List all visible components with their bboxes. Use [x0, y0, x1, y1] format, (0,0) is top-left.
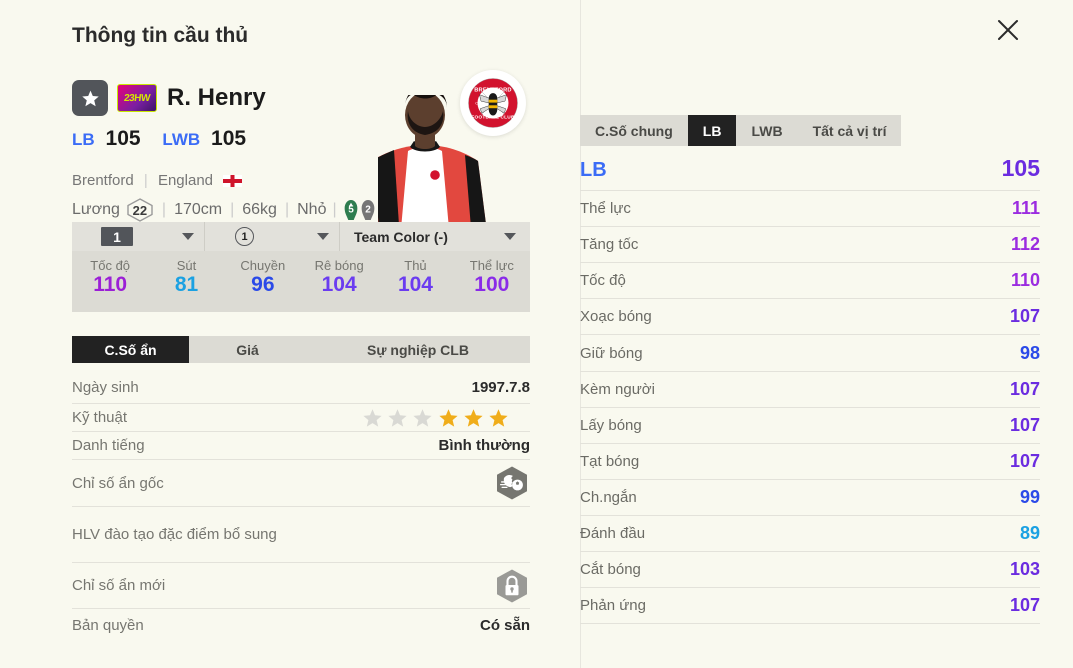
svg-text:BRENTFORD: BRENTFORD: [474, 87, 512, 93]
svg-text:2: 2: [365, 205, 371, 216]
svg-text:5: 5: [348, 205, 354, 216]
